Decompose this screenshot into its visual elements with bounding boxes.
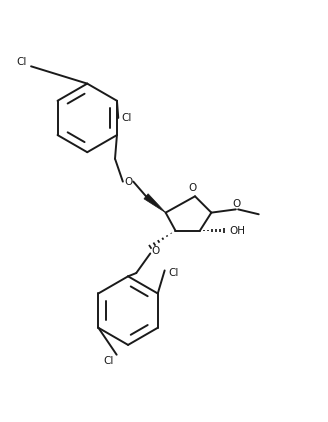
Text: Cl: Cl	[169, 268, 179, 278]
Text: O: O	[151, 246, 159, 256]
Polygon shape	[144, 194, 166, 213]
Text: O: O	[233, 200, 241, 209]
Text: Cl: Cl	[121, 113, 132, 123]
Text: O: O	[124, 176, 132, 187]
Text: Cl: Cl	[103, 356, 114, 366]
Text: O: O	[188, 183, 196, 193]
Text: OH: OH	[229, 226, 245, 235]
Text: Cl: Cl	[17, 57, 27, 68]
